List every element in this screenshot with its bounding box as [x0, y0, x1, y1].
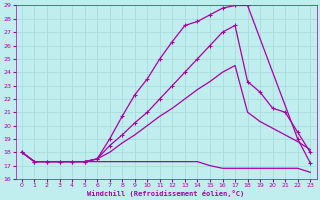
X-axis label: Windchill (Refroidissement éolien,°C): Windchill (Refroidissement éolien,°C)	[87, 190, 245, 197]
